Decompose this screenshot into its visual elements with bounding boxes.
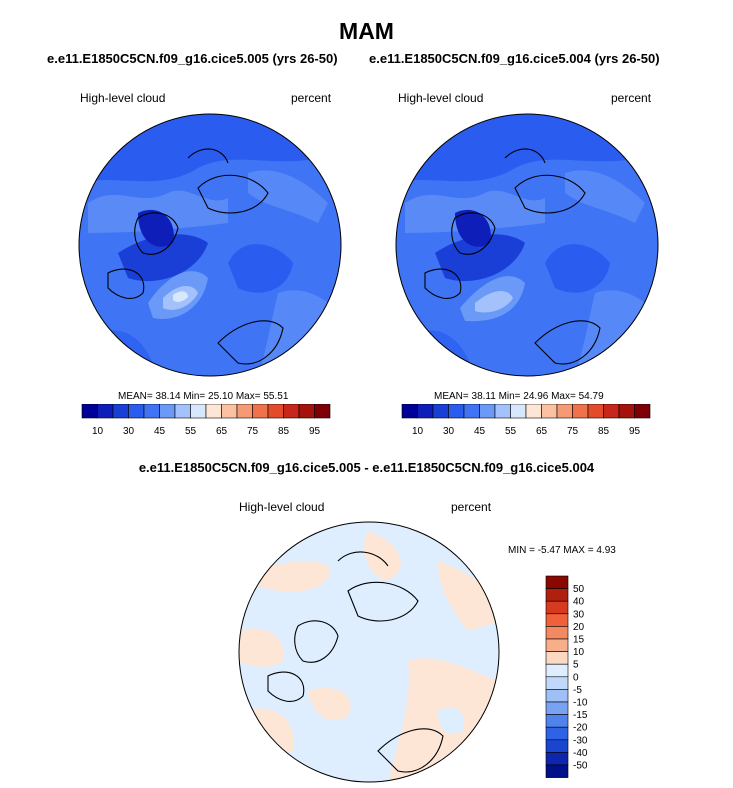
right-colorbar-tick-label: 30 <box>443 426 455 437</box>
difference-colorbar-swatch <box>545 726 569 741</box>
left-colorbar-swatch <box>252 404 269 419</box>
difference-colorbar-swatch <box>545 638 569 652</box>
left-colorbar-swatch <box>283 404 300 419</box>
left-colorbar-tick-label: 85 <box>278 426 290 437</box>
right-colorbar-swatch <box>618 404 635 419</box>
diff-variable-label: High-level cloud <box>239 500 325 514</box>
right-colorbar-swatch <box>541 404 558 419</box>
left-colorbar-swatch <box>81 404 98 419</box>
difference-colorbar-tick-label: 20 <box>573 622 585 633</box>
difference-colorbar-tick-label: 15 <box>573 635 585 646</box>
left-colorbar-swatch <box>205 404 222 419</box>
right-colorbar-tick-label: 65 <box>536 426 548 437</box>
left-colorbar-tick-label: 55 <box>185 426 197 437</box>
right-colorbar-swatch <box>494 404 511 419</box>
left-polar-map <box>78 113 342 377</box>
right-colorbar-swatch <box>525 404 542 419</box>
left-colorbar-swatch <box>97 404 114 419</box>
difference-colorbar-swatch <box>545 651 569 665</box>
difference-colorbar-swatch <box>545 626 569 640</box>
difference-colorbar-swatch <box>545 588 569 602</box>
difference-colorbar-swatch <box>545 575 569 589</box>
left-colorbar-swatch <box>298 404 315 419</box>
difference-colorbar-tick-label: -40 <box>573 748 588 759</box>
left-colorbar-swatch <box>143 404 160 419</box>
right-units-label: percent <box>611 91 652 105</box>
difference-colorbar-swatch <box>545 764 569 778</box>
left-colorbar-swatch <box>221 404 238 419</box>
right-colorbar-swatch <box>448 404 465 419</box>
left-colorbar-swatch <box>236 404 253 419</box>
difference-colorbar-tick-label: -30 <box>573 735 588 746</box>
right-colorbar-swatch <box>556 404 573 419</box>
difference-colorbar-tick-label: 50 <box>573 584 585 595</box>
difference-colorbar-tick-label: -20 <box>573 723 588 734</box>
diff-stats: MIN = -5.47 MAX = 4.93 <box>508 545 616 556</box>
season-title: MAM <box>339 18 394 44</box>
left-units-label: percent <box>291 91 332 105</box>
right-colorbar-swatch <box>463 404 480 419</box>
left-colorbar-swatch <box>267 404 284 419</box>
right-colorbar-swatch <box>603 404 620 419</box>
difference-colorbar-swatch <box>545 752 569 766</box>
right-colorbar-swatch <box>587 404 604 419</box>
right-colorbar-tick-label: 10 <box>412 426 424 437</box>
right-colorbar-swatch <box>432 404 449 419</box>
difference-colorbar-tick-label: 10 <box>573 647 585 658</box>
right-colorbar-swatch <box>572 404 589 419</box>
right-stats: MEAN= 38.11 Min= 24.96 Max= 54.79 <box>434 391 604 402</box>
left-run-title: e.e11.E1850C5CN.f09_g16.cice5.005 (yrs 2… <box>47 51 338 66</box>
left-colorbar-swatch <box>190 404 207 419</box>
difference-title: e.e11.E1850C5CN.f09_g16.cice5.005 - e.e1… <box>138 460 595 475</box>
left-colorbar-tick-label: 10 <box>92 426 104 437</box>
difference-colorbar-tick-label: -15 <box>573 710 588 721</box>
right-colorbar-tick-label: 85 <box>598 426 610 437</box>
right-colorbar-swatch <box>510 404 527 419</box>
left-colorbar-tick-label: 45 <box>154 426 166 437</box>
right-colorbar-tick-label: 45 <box>474 426 486 437</box>
difference-colorbar-swatch <box>545 714 569 728</box>
difference-colorbar-tick-label: 0 <box>573 672 579 683</box>
difference-colorbar-swatch <box>545 613 569 627</box>
difference-colorbar-swatch <box>545 676 569 690</box>
left-colorbar-swatch <box>174 404 191 419</box>
right-colorbar-swatch <box>401 404 418 419</box>
right-colorbar: 10 30 45 55 65 75 85 95 <box>401 404 651 437</box>
left-colorbar-tick-label: 65 <box>216 426 228 437</box>
right-variable-label: High-level cloud <box>398 91 484 105</box>
difference-colorbar-swatch <box>545 600 569 615</box>
right-colorbar-tick-label: 75 <box>567 426 579 437</box>
difference-colorbar-tick-label: -5 <box>573 685 582 696</box>
left-variable-label: High-level cloud <box>80 91 166 105</box>
left-colorbar-swatch <box>159 404 176 419</box>
left-colorbar-swatch <box>112 404 129 419</box>
difference-colorbar-tick-label: -50 <box>573 761 588 772</box>
left-colorbar-tick-label: 95 <box>309 426 321 437</box>
difference-polar-map <box>238 521 500 783</box>
left-colorbar-tick-label: 75 <box>247 426 259 437</box>
right-colorbar-tick-label: 95 <box>629 426 641 437</box>
left-stats: MEAN= 38.14 Min= 25.10 Max= 55.51 <box>118 391 289 402</box>
difference-colorbar-tick-label: -10 <box>573 698 588 709</box>
left-colorbar-swatch <box>128 404 145 419</box>
right-colorbar-swatch <box>417 404 434 419</box>
difference-colorbar-tick-label: 40 <box>573 597 585 608</box>
right-colorbar-swatch <box>634 404 651 419</box>
difference-colorbar-tick-label: 30 <box>573 609 585 620</box>
right-run-title: e.e11.E1850C5CN.f09_g16.cice5.004 (yrs 2… <box>369 51 660 66</box>
left-colorbar: 10 30 45 55 65 75 85 95 <box>81 404 331 437</box>
right-colorbar-swatch <box>479 404 496 419</box>
difference-colorbar-swatch <box>545 739 569 753</box>
left-colorbar-swatch <box>314 404 331 419</box>
diff-units-label: percent <box>451 500 492 514</box>
difference-colorbar-swatch <box>545 689 569 703</box>
right-polar-map <box>395 113 659 377</box>
difference-colorbar-swatch <box>545 663 569 678</box>
difference-colorbar-tick-label: 5 <box>573 660 579 671</box>
right-colorbar-tick-label: 55 <box>505 426 517 437</box>
left-colorbar-tick-label: 30 <box>123 426 135 437</box>
difference-colorbar-swatch <box>545 701 569 715</box>
